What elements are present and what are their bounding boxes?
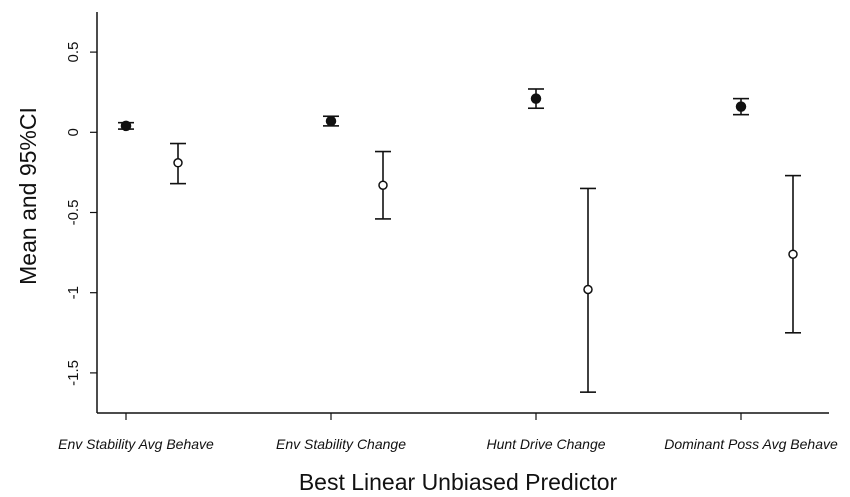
x-tick-label: Env Stability Change (276, 436, 406, 452)
plot-frame (96, 12, 829, 414)
y-axis-title: Mean and 95%CI (15, 107, 41, 285)
error-bar (118, 120, 134, 132)
data-series (118, 88, 801, 393)
y-tick-label: 0.5 (65, 42, 82, 63)
error-bar (785, 174, 801, 334)
x-tick-label: Dominant Poss Avg Behave (664, 436, 838, 452)
series-2 (170, 142, 801, 393)
x-tick-label: Hunt Drive Change (486, 436, 605, 452)
y-axis: 0.5 0 -0.5 -1 -1.5 (65, 42, 97, 386)
mean-point-filled (530, 93, 542, 104)
y-tick-label: -1 (65, 286, 82, 299)
y-tick-label: -1.5 (65, 360, 82, 386)
error-bar (375, 150, 391, 220)
mean-point-filled (325, 115, 337, 127)
mean-point-open (583, 284, 593, 295)
y-tick-label: -0.5 (65, 200, 82, 226)
y-tick-label: 0 (65, 128, 82, 136)
error-bar (170, 142, 186, 185)
x-axis-title: Best Linear Unbiased Predictor (299, 469, 618, 495)
error-bar (580, 187, 596, 393)
mean-point-filled (735, 101, 747, 112)
mean-point-open (173, 158, 183, 168)
error-bar (733, 97, 749, 116)
x-tick-label: Env Stability Avg Behave (58, 436, 214, 452)
mean-point-open (378, 180, 388, 190)
series-1 (118, 88, 749, 132)
mean-point-open (788, 249, 798, 259)
error-bar (528, 88, 544, 110)
error-bar (323, 115, 339, 127)
x-axis: Env Stability Avg Behave Env Stability Ch… (58, 413, 838, 452)
mean-point-filled (120, 120, 132, 132)
